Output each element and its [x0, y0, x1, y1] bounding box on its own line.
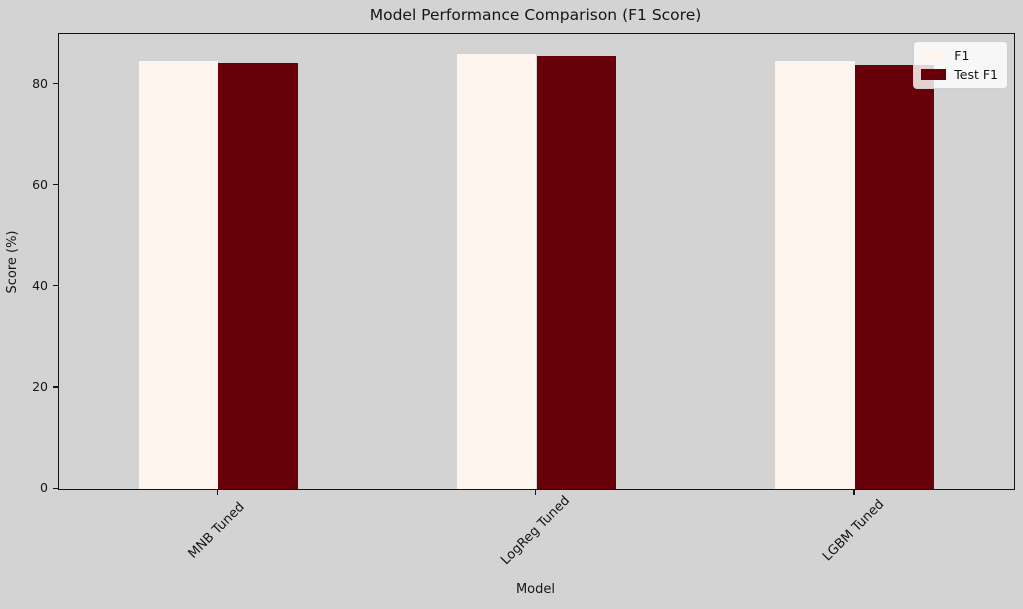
y-tick-mark-20	[53, 386, 58, 388]
y-tick-label-80: 80	[32, 75, 48, 91]
plot-area: F1 Test F1	[58, 33, 1015, 490]
bar-test-f1-lgbm-tuned	[854, 64, 935, 489]
x-tick-mark-mnb-tuned	[216, 490, 218, 495]
bar-test-f1-mnb-tuned	[218, 63, 298, 489]
bar-f1-mnb-tuned	[138, 60, 219, 489]
x-axis-label: Model	[515, 582, 556, 597]
y-tick-label-20: 20	[32, 378, 48, 394]
legend-swatch-f1	[921, 50, 947, 61]
legend-swatch-test-f1	[921, 69, 947, 80]
legend-label-test-f1: Test F1	[954, 67, 998, 82]
y-tick-mark-40	[53, 285, 58, 287]
bar-f1-lgbm-tuned	[775, 60, 855, 489]
y-tick-mark-60	[53, 184, 58, 186]
bar-test-f1-logreg-tuned	[536, 56, 617, 489]
y-tick-label-40: 40	[32, 277, 48, 293]
y-tick-mark-0	[53, 487, 58, 489]
legend-label-f1: F1	[954, 48, 970, 63]
y-tick-label-0: 0	[40, 480, 48, 495]
x-tick-mark-lgbm-tuned	[853, 490, 855, 495]
legend-entry-f1: F1	[921, 48, 998, 63]
x-tick-mark-logreg-tuned	[535, 490, 537, 495]
legend-entry-test-f1: Test F1	[921, 67, 998, 82]
y-tick-mark-80	[53, 83, 58, 85]
y-tick-label-60: 60	[32, 176, 48, 192]
legend: F1 Test F1	[913, 41, 1008, 89]
bar-f1-logreg-tuned	[456, 54, 537, 489]
chart-title: Model Performance Comparison (F1 Score)	[369, 6, 702, 24]
